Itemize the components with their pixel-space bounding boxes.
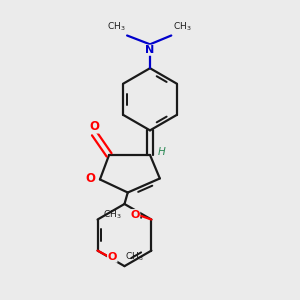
Text: O: O (130, 210, 140, 220)
Text: CH$_3$: CH$_3$ (125, 251, 144, 263)
Text: CH$_3$: CH$_3$ (173, 20, 191, 33)
Text: CH$_3$: CH$_3$ (103, 208, 122, 221)
Text: O: O (108, 252, 117, 262)
Text: O: O (89, 120, 99, 133)
Text: N: N (146, 45, 154, 55)
Text: O: O (86, 172, 96, 185)
Text: CH$_3$: CH$_3$ (107, 20, 125, 33)
Text: H: H (158, 147, 166, 157)
